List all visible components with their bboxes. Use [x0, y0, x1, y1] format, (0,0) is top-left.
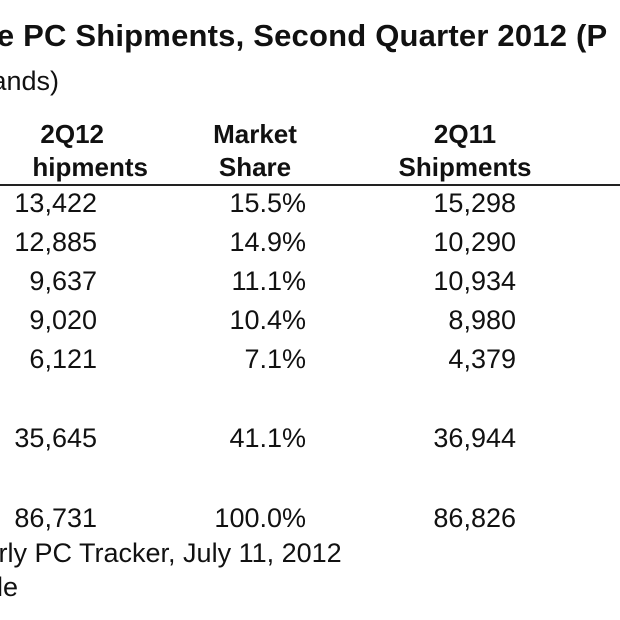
footer-source: terly PC Tracker, July 11, 2012 [0, 538, 342, 568]
cell-share-row3: 11.1% [231, 266, 306, 296]
header-2q11-shipments: 2Q11 Shipments [375, 118, 555, 184]
cell-share-row6: 41.1% [229, 423, 306, 453]
header-market-share: Market Share [185, 118, 325, 184]
cell-2q11-row1: 15,298 [433, 188, 516, 218]
cell-share-row1: 15.5% [229, 188, 306, 218]
cell-share-total: 100.0% [214, 503, 306, 533]
cell-share-row5: 7.1% [244, 344, 306, 374]
header-market-share-line2: Share [218, 152, 292, 182]
cell-2q11-row4: 8,980 [448, 305, 516, 335]
footer-note: ble [0, 572, 19, 602]
cell-share-row4: 10.4% [229, 305, 306, 335]
header-divider [0, 184, 620, 186]
cell-2q12-row4: 9,020 [29, 305, 97, 335]
cell-2q12-row1: 13,422 [14, 188, 97, 218]
cell-2q12-row5: 6,121 [29, 344, 97, 374]
cell-share-row2: 14.9% [229, 227, 306, 257]
header-2q12-shipments: 2Q12 hipments [0, 118, 148, 184]
cell-2q11-row3: 10,934 [433, 266, 516, 296]
header-2q11-line2: Shipments [398, 152, 532, 182]
cell-2q11-total: 86,826 [433, 503, 516, 533]
header-market-share-line1: Market [213, 119, 297, 149]
header-2q12-line2: hipments [32, 152, 148, 182]
cell-2q11-row6: 36,944 [433, 423, 516, 453]
cell-2q12-row3: 9,637 [29, 266, 97, 296]
table-title: le PC Shipments, Second Quarter 2012 (P [0, 18, 608, 53]
cell-2q12-row2: 12,885 [14, 227, 97, 257]
header-2q12-line1: 2Q12 [40, 119, 104, 149]
table-subtitle: sands) [0, 66, 60, 96]
cell-2q12-row6: 35,645 [14, 423, 97, 453]
cell-2q11-row2: 10,290 [433, 227, 516, 257]
header-2q11-line1: 2Q11 [433, 119, 497, 149]
cell-2q11-row5: 4,379 [448, 344, 516, 374]
cell-2q12-total: 86,731 [14, 503, 97, 533]
